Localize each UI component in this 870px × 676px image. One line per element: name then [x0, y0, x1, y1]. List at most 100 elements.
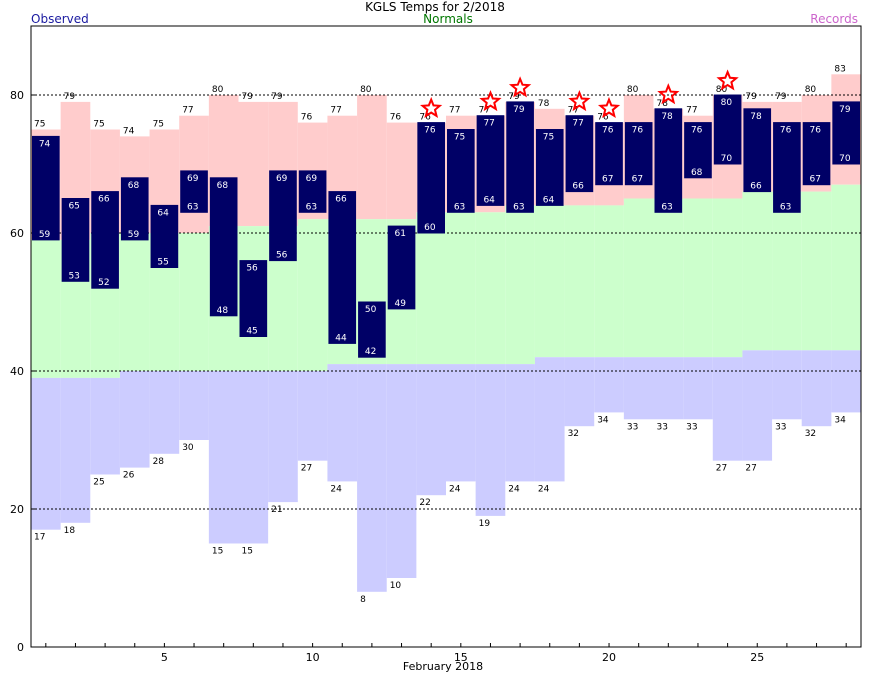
record-high-label: 78	[657, 99, 669, 109]
record-low-band	[742, 350, 773, 461]
x-tick-label: 15	[454, 651, 468, 664]
record-low-label: 32	[805, 429, 816, 439]
observed-bar	[209, 177, 238, 317]
observed-high-label: 79	[839, 105, 851, 115]
observed-low-label: 44	[335, 333, 347, 343]
record-high-label: 77	[686, 106, 697, 116]
record-low-label: 26	[123, 471, 135, 481]
observed-high-label: 69	[187, 174, 199, 184]
record-star-icon	[479, 90, 502, 112]
record-low-label: 17	[34, 533, 45, 543]
record-low-label: 27	[745, 464, 756, 474]
normal-band	[653, 198, 684, 358]
record-low-label: 33	[657, 422, 668, 432]
observed-high-label: 69	[276, 174, 288, 184]
record-high-label: 80	[627, 85, 639, 95]
record-low-band	[268, 371, 298, 503]
observed-high-label: 76	[780, 126, 792, 136]
observed-high-label: 80	[721, 98, 733, 108]
normal-band	[831, 184, 861, 351]
observed-high-label: 66	[98, 195, 110, 205]
record-low-band	[416, 364, 446, 496]
record-high-label: 75	[153, 120, 164, 130]
observed-low-label: 70	[721, 154, 733, 164]
normal-band	[475, 212, 506, 365]
observed-bar	[180, 170, 208, 213]
y-tick-label: 0	[17, 641, 24, 654]
record-low-band	[564, 357, 595, 427]
record-high-label: 75	[34, 120, 45, 130]
observed-low-label: 63	[513, 202, 524, 212]
observed-bar	[802, 122, 831, 186]
observed-low-label: 70	[839, 154, 851, 164]
observed-high-label: 76	[691, 126, 703, 136]
observed-bar	[684, 122, 712, 179]
record-low-label: 33	[627, 422, 638, 432]
record-high-label: 79	[745, 92, 757, 102]
record-high-band	[386, 122, 417, 220]
observed-low-label: 63	[187, 202, 198, 212]
record-high-label: 76	[419, 113, 431, 123]
observed-bar	[832, 101, 860, 165]
record-low-label: 28	[153, 457, 165, 467]
record-low-label: 24	[538, 484, 550, 494]
observed-bar	[506, 101, 534, 213]
observed-low-label: 63	[661, 202, 672, 212]
record-low-band	[594, 357, 624, 413]
observed-bar	[743, 108, 772, 193]
observed-low-label: 53	[68, 271, 79, 281]
record-low-band	[238, 371, 269, 544]
observed-high-label: 69	[306, 174, 318, 184]
observed-high-label: 65	[68, 202, 79, 212]
observed-bar	[417, 122, 446, 234]
record-low-band	[327, 364, 358, 482]
record-high-label: 80	[360, 85, 372, 95]
record-low-label: 10	[390, 581, 402, 591]
record-star-icon	[568, 90, 591, 112]
observed-bar	[565, 115, 594, 193]
observed-high-label: 79	[513, 105, 525, 115]
record-low-label: 34	[834, 415, 846, 425]
record-high-label: 76	[597, 113, 609, 123]
observed-low-label: 56	[276, 251, 288, 261]
observed-low-label: 48	[217, 306, 229, 316]
observed-bar	[120, 177, 149, 241]
observed-high-label: 66	[335, 195, 347, 205]
record-low-band	[683, 357, 713, 420]
record-low-band	[505, 364, 535, 482]
record-low-band	[475, 364, 506, 516]
record-low-band	[60, 377, 91, 523]
record-star-icon	[657, 83, 680, 105]
observed-high-label: 56	[246, 264, 258, 274]
record-low-label: 18	[64, 526, 76, 536]
record-star-icon	[716, 69, 739, 91]
record-high-label: 80	[212, 85, 224, 95]
legend-records: Records	[810, 12, 858, 26]
observed-bar	[328, 191, 357, 344]
observed-high-label: 77	[572, 119, 583, 129]
observed-bar	[298, 170, 327, 213]
record-low-band	[31, 377, 61, 530]
record-high-label: 77	[449, 106, 460, 116]
record-low-label: 22	[419, 498, 430, 508]
observed-bar	[535, 129, 564, 206]
record-high-label: 80	[805, 85, 817, 95]
record-low-label: 15	[242, 547, 253, 557]
observed-bar	[150, 204, 179, 268]
record-low-label: 8	[360, 595, 366, 605]
observed-low-label: 49	[395, 299, 407, 309]
record-high-label: 83	[834, 64, 845, 74]
observed-low-label: 63	[454, 202, 465, 212]
normal-band	[31, 239, 61, 378]
record-low-label: 15	[212, 547, 223, 557]
record-high-label: 78	[538, 99, 550, 109]
observed-low-label: 59	[39, 230, 51, 240]
legend-observed: Observed	[31, 12, 89, 26]
record-low-band	[119, 371, 150, 468]
observed-high-label: 50	[365, 305, 377, 315]
observed-low-label: 66	[572, 182, 584, 192]
observed-bar	[476, 115, 505, 206]
observed-high-label: 68	[128, 181, 140, 191]
observed-low-label: 66	[750, 182, 762, 192]
